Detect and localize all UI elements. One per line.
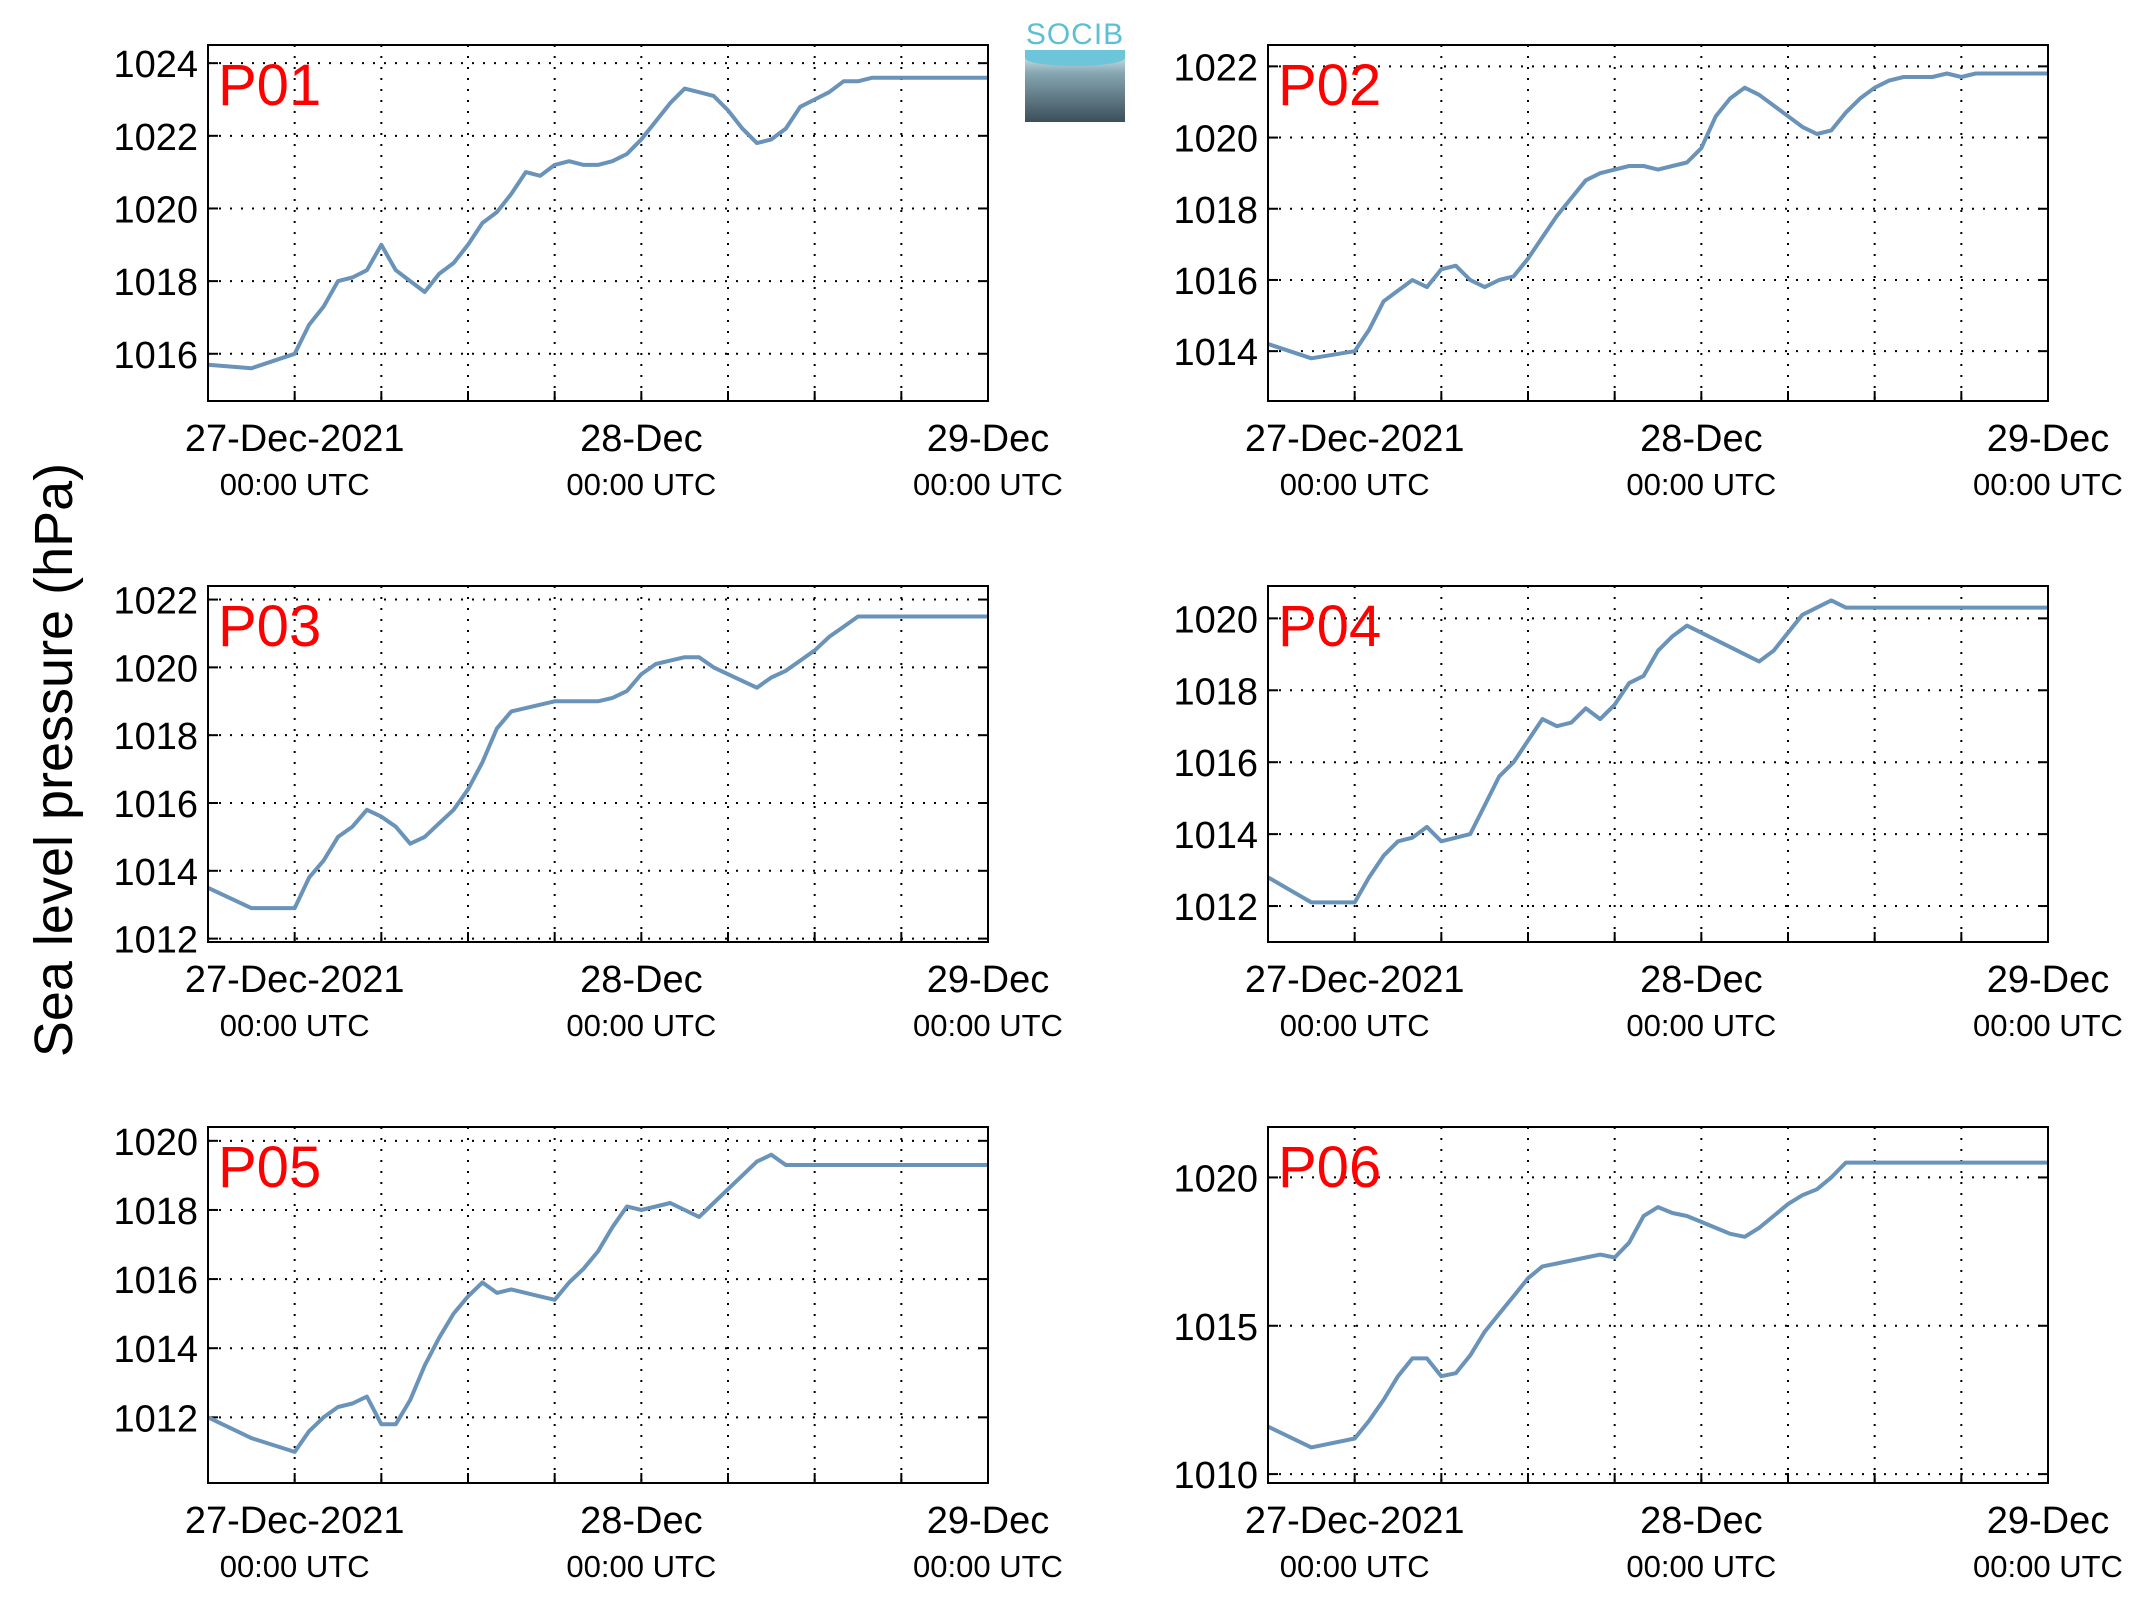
chart-panel-p03: 1012 1014 1016 1018 1020 1022 27-Dec-2021 00:00… <box>113 581 1063 1043</box>
x-tick-date-label: 29-Dec <box>927 1500 1050 1542</box>
y-tick-label: 1018 <box>113 262 198 304</box>
chart-panel-p06: 1010 1015 1020 27-Dec-2021 00:00 UTC 28-Dec 00… <box>1173 1126 2123 1584</box>
panel-label: P01 <box>218 53 321 118</box>
x-tick-time-label: 00:00 UTC <box>566 1008 716 1043</box>
panel-label: P06 <box>1278 1135 1381 1200</box>
panel-label: P03 <box>218 594 321 659</box>
x-tick-time-label: 00:00 UTC <box>913 1008 1063 1043</box>
y-tick-label: 1010 <box>1173 1455 1258 1497</box>
x-tick-date-label: 29-Dec <box>927 418 1050 460</box>
y-tick-label: 1018 <box>1173 671 1258 713</box>
y-tick-label: 1012 <box>1173 887 1258 929</box>
x-tick-time-label: 00:00 UTC <box>566 467 716 502</box>
axes-frame <box>1267 44 2049 402</box>
x-tick-date-label: 27-Dec-2021 <box>185 418 405 460</box>
x-tick-time-label: 00:00 UTC <box>1280 1008 1430 1043</box>
x-tick-date-label: 29-Dec <box>1987 1500 2110 1542</box>
y-tick-label: 1012 <box>113 1398 198 1440</box>
series-line <box>1266 598 2048 905</box>
x-tick-date-label: 29-Dec <box>1987 959 2110 1001</box>
x-tick-date-label: 28-Dec <box>580 418 703 460</box>
x-tick-time-label: 00:00 UTC <box>1626 1008 1776 1043</box>
y-tick-label: 1018 <box>113 1191 198 1233</box>
x-tick-time-label: 00:00 UTC <box>913 1549 1063 1584</box>
x-tick-time-label: 00:00 UTC <box>220 1549 370 1584</box>
y-tick-label: 1016 <box>1173 743 1258 785</box>
panel-label: P04 <box>1278 594 1381 659</box>
chart-panel-p05: 1012 1014 1016 1018 1020 27-Dec-2021 00:00 UTC… <box>113 1122 1063 1584</box>
series-line <box>1267 71 2048 361</box>
x-tick-time-label: 00:00 UTC <box>1973 1549 2123 1584</box>
series-line <box>207 75 988 371</box>
series-line <box>207 1152 988 1454</box>
x-tick-date-label: 29-Dec <box>1987 418 2110 460</box>
y-axis-title: Sea level pressure (hPa) <box>24 462 84 1058</box>
x-tick-time-label: 00:00 UTC <box>220 1008 370 1043</box>
logo-wave-icon <box>1025 50 1125 66</box>
x-tick-date-label: 29-Dec <box>927 959 1050 1001</box>
axes-frame <box>1267 1126 2049 1484</box>
y-tick-label: 1014 <box>1173 332 1258 374</box>
y-tick-label: 1018 <box>1173 190 1258 232</box>
x-tick-date-label: 27-Dec-2021 <box>185 959 405 1001</box>
y-tick-label: 1016 <box>113 784 198 826</box>
chart-panel-p02: 1014 1016 1018 1020 1022 27-Dec-2021 00:00 UTC… <box>1173 44 2123 502</box>
y-tick-label: 1016 <box>113 1260 198 1302</box>
x-tick-time-label: 00:00 UTC <box>1973 1008 2123 1043</box>
socib-logo: SOCIB <box>1025 18 1125 122</box>
axes-frame <box>207 585 989 943</box>
x-tick-date-label: 28-Dec <box>580 959 703 1001</box>
y-tick-label: 1024 <box>113 44 198 86</box>
y-tick-label: 1020 <box>1173 1158 1258 1200</box>
axes-frame <box>207 1126 989 1484</box>
y-tick-label: 1020 <box>113 189 198 231</box>
y-tick-label: 1020 <box>113 648 198 690</box>
y-tick-label: 1016 <box>113 335 198 377</box>
x-tick-time-label: 00:00 UTC <box>1280 1549 1430 1584</box>
y-tick-label: 1022 <box>113 581 198 623</box>
y-tick-label: 1022 <box>1173 47 1258 89</box>
y-tick-label: 1022 <box>113 117 198 159</box>
x-tick-time-label: 00:00 UTC <box>1973 467 2123 502</box>
x-tick-date-label: 27-Dec-2021 <box>185 1500 405 1542</box>
x-tick-time-label: 00:00 UTC <box>1626 467 1776 502</box>
x-tick-date-label: 27-Dec-2021 <box>1245 959 1465 1001</box>
x-tick-date-label: 27-Dec-2021 <box>1245 418 1465 460</box>
axes-frame <box>1267 585 2049 943</box>
axes-frame <box>207 44 989 402</box>
panel-label: P02 <box>1278 53 1381 118</box>
x-tick-time-label: 00:00 UTC <box>913 467 1063 502</box>
y-tick-label: 1020 <box>113 1122 198 1164</box>
y-tick-label: 1014 <box>113 852 198 894</box>
x-tick-time-label: 00:00 UTC <box>1626 1549 1776 1584</box>
y-tick-label: 1018 <box>113 716 198 758</box>
y-tick-label: 1015 <box>1173 1307 1258 1349</box>
chart-panel-p04: 1012 1014 1016 1018 1020 27-Dec-2021 00:00 UTC… <box>1173 585 2123 1043</box>
series-line <box>207 614 988 911</box>
x-tick-date-label: 27-Dec-2021 <box>1245 1500 1465 1542</box>
x-tick-date-label: 28-Dec <box>1640 959 1763 1001</box>
x-tick-time-label: 00:00 UTC <box>566 1549 716 1584</box>
logo-text: SOCIB <box>1025 18 1125 51</box>
x-tick-time-label: 00:00 UTC <box>1280 467 1430 502</box>
x-tick-date-label: 28-Dec <box>1640 1500 1763 1542</box>
y-tick-label: 1012 <box>113 920 198 962</box>
y-tick-label: 1020 <box>1173 119 1258 161</box>
x-tick-date-label: 28-Dec <box>580 1500 703 1542</box>
series-line <box>1267 1160 2048 1450</box>
panel-label: P05 <box>218 1135 321 1200</box>
y-tick-label: 1020 <box>1173 599 1258 641</box>
x-tick-time-label: 00:00 UTC <box>220 467 370 502</box>
y-tick-label: 1014 <box>113 1329 198 1371</box>
chart-panel-p01: 1016 1018 1020 1022 1024 27-Dec-2021 00:00 UTC… <box>113 44 1063 502</box>
x-tick-date-label: 28-Dec <box>1640 418 1763 460</box>
y-tick-label: 1016 <box>1173 261 1258 303</box>
y-tick-label: 1014 <box>1173 815 1258 857</box>
